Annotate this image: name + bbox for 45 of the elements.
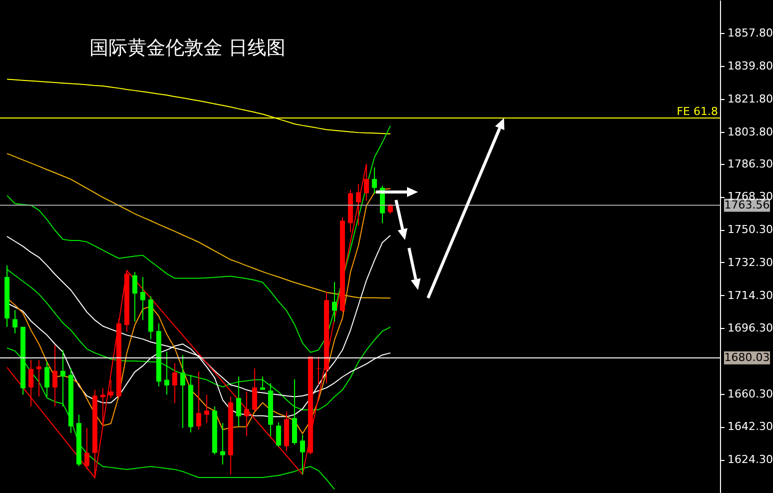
candlestick — [180, 354, 186, 428]
candlestick — [332, 281, 337, 322]
line-series — [6, 348, 335, 490]
candlestick — [108, 379, 114, 399]
candlestick — [44, 361, 50, 397]
ref-line-label: 1680.03 — [724, 350, 770, 364]
line-series — [6, 125, 391, 353]
y-tick-label: 1732.30 — [728, 256, 773, 269]
y-tick-label: 1642.30 — [728, 420, 773, 434]
candlestick — [196, 371, 202, 430]
candlestick — [12, 310, 18, 334]
y-tick-label: 1857.80 — [728, 26, 773, 40]
candlestick — [300, 434, 306, 475]
y-tick-label: 1696.30 — [728, 322, 773, 335]
text: 国际黄金伦敦金 日线图 — [90, 37, 286, 59]
candlestick — [132, 272, 138, 322]
candlestick — [276, 422, 282, 448]
candlestick — [164, 351, 170, 396]
candlestick — [316, 356, 322, 386]
candlestick — [28, 359, 34, 407]
y-tick-label: 1803.80 — [728, 125, 773, 138]
y-tick-label: 1624.30 — [728, 453, 773, 466]
candlestick — [52, 344, 58, 407]
candlestick — [236, 376, 242, 427]
y-tick-label: 1660.30 — [728, 387, 773, 400]
candlestick — [36, 359, 42, 397]
y-tick-label: 1839.80 — [728, 60, 773, 73]
candlestick — [260, 376, 266, 390]
ref-line-label: FE 61.8 — [676, 104, 718, 118]
candlestick — [204, 394, 210, 424]
y-tick-label: 1821.80 — [728, 92, 773, 106]
y-tick-label: 1750.30 — [728, 223, 773, 236]
candlestick — [60, 350, 66, 407]
candlestick — [356, 184, 361, 226]
candlestick — [244, 390, 250, 437]
candlestick — [372, 166, 377, 194]
candlestick — [172, 362, 178, 404]
candlestick — [220, 422, 226, 466]
line-series — [6, 268, 391, 410]
candlestick — [84, 427, 90, 470]
y-tick-label: 1714.30 — [728, 288, 773, 302]
y-tick-label: 1786.30 — [728, 157, 773, 170]
candlestick — [140, 276, 146, 321]
candlestick — [252, 368, 258, 412]
line-series — [6, 153, 391, 299]
